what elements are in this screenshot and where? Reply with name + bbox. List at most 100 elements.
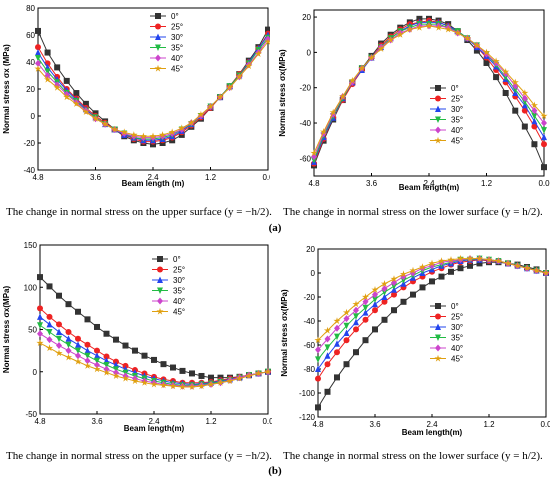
data-point [493,74,500,81]
data-point [264,367,272,375]
data-point [65,301,72,308]
data-point [63,93,71,101]
data-point [428,259,436,267]
data-point [372,307,378,314]
y-tick-label: 80 [26,4,35,13]
chart-upper-surface-b: -50 0 50 100 150 4.8 3.6 2.4 1.2 0.0 Beam length(m… [2,241,272,433]
plot-frame [39,244,269,415]
x-tick-label: 0.0 [538,179,550,188]
series-35-deg [35,34,270,143]
data-point [140,378,149,386]
data-point [35,44,41,51]
series-45-deg [310,22,548,157]
y-tick-label: -120 [299,413,316,422]
data-point [315,346,321,354]
data-point [502,90,509,96]
data-point [531,141,538,148]
data-point [334,333,340,341]
data-point [84,352,91,360]
data-point [314,336,322,344]
data-point [531,117,538,125]
data-point [400,277,407,284]
data-point [158,131,167,138]
data-point [45,344,54,352]
legend-entry: 40° [451,126,463,135]
data-point [170,364,176,371]
data-point [82,108,90,116]
data-point [406,25,414,33]
data-point [149,132,157,140]
x-axis-label: Beam length(m) [402,428,463,437]
data-point [75,352,81,360]
data-point [391,307,397,314]
data-point [541,127,547,134]
data-point [112,372,120,380]
data-point [197,382,206,390]
data-point [447,256,455,263]
subfigure-label-a: (a) [268,222,282,234]
data-point [333,317,341,325]
x-tick-label: 0.0 [540,420,550,429]
data-point [169,382,177,390]
data-point [130,131,138,138]
series-line [313,18,545,168]
y-tick-label: -40 [23,166,35,175]
data-point [37,274,43,281]
legend-marker [154,64,162,72]
data-point [315,375,321,382]
legend-entry: 25° [173,266,185,275]
x-tick-label: 3.6 [90,173,102,182]
data-point [206,102,215,110]
data-point [102,368,111,376]
data-point [198,372,205,379]
data-point [319,128,328,135]
data-point [73,90,80,97]
legend-marker [435,334,441,341]
data-point [391,291,397,298]
series-45-deg [34,37,270,140]
y-tick-label: -40 [299,119,311,128]
data-point [315,356,321,363]
legend-entry: 30° [451,323,463,332]
data-point [381,298,388,305]
data-point [353,318,359,326]
data-point [362,309,369,316]
data-point [94,361,100,369]
data-point [207,380,215,388]
data-point [353,306,359,314]
series-45-deg [36,339,272,391]
data-point [463,34,471,42]
data-point [353,349,359,356]
data-point [54,64,61,71]
legend-entry: 30° [173,276,185,285]
data-point [473,41,481,49]
data-point [361,293,370,301]
data-point [63,77,70,84]
legend-entry: 45° [451,137,463,146]
data-point [390,275,398,283]
data-point [46,320,53,328]
legend: 0° 25°30° 35°40° 45° [150,12,183,74]
data-point [372,291,378,299]
data-point [415,23,424,31]
data-point [75,341,81,348]
data-point [367,53,376,61]
data-point [438,273,445,280]
legend-marker [435,344,441,352]
series-line [317,259,547,370]
x-tick-label: 3.6 [369,420,381,429]
legend-entry: 0° [173,255,181,264]
data-point [410,291,416,298]
data-point [531,112,538,120]
data-point [265,26,270,33]
data-point [521,123,528,130]
data-point [523,264,531,272]
y-tick-label: -60 [299,154,311,163]
caption-a-right: The change in normal stress on the lower… [283,206,543,218]
data-point [334,374,340,381]
data-point [467,262,473,269]
x-tick-label: 4.8 [308,179,320,188]
data-point [429,262,435,270]
x-axis-label: Beam length(m) [399,183,460,192]
data-point [396,30,404,38]
